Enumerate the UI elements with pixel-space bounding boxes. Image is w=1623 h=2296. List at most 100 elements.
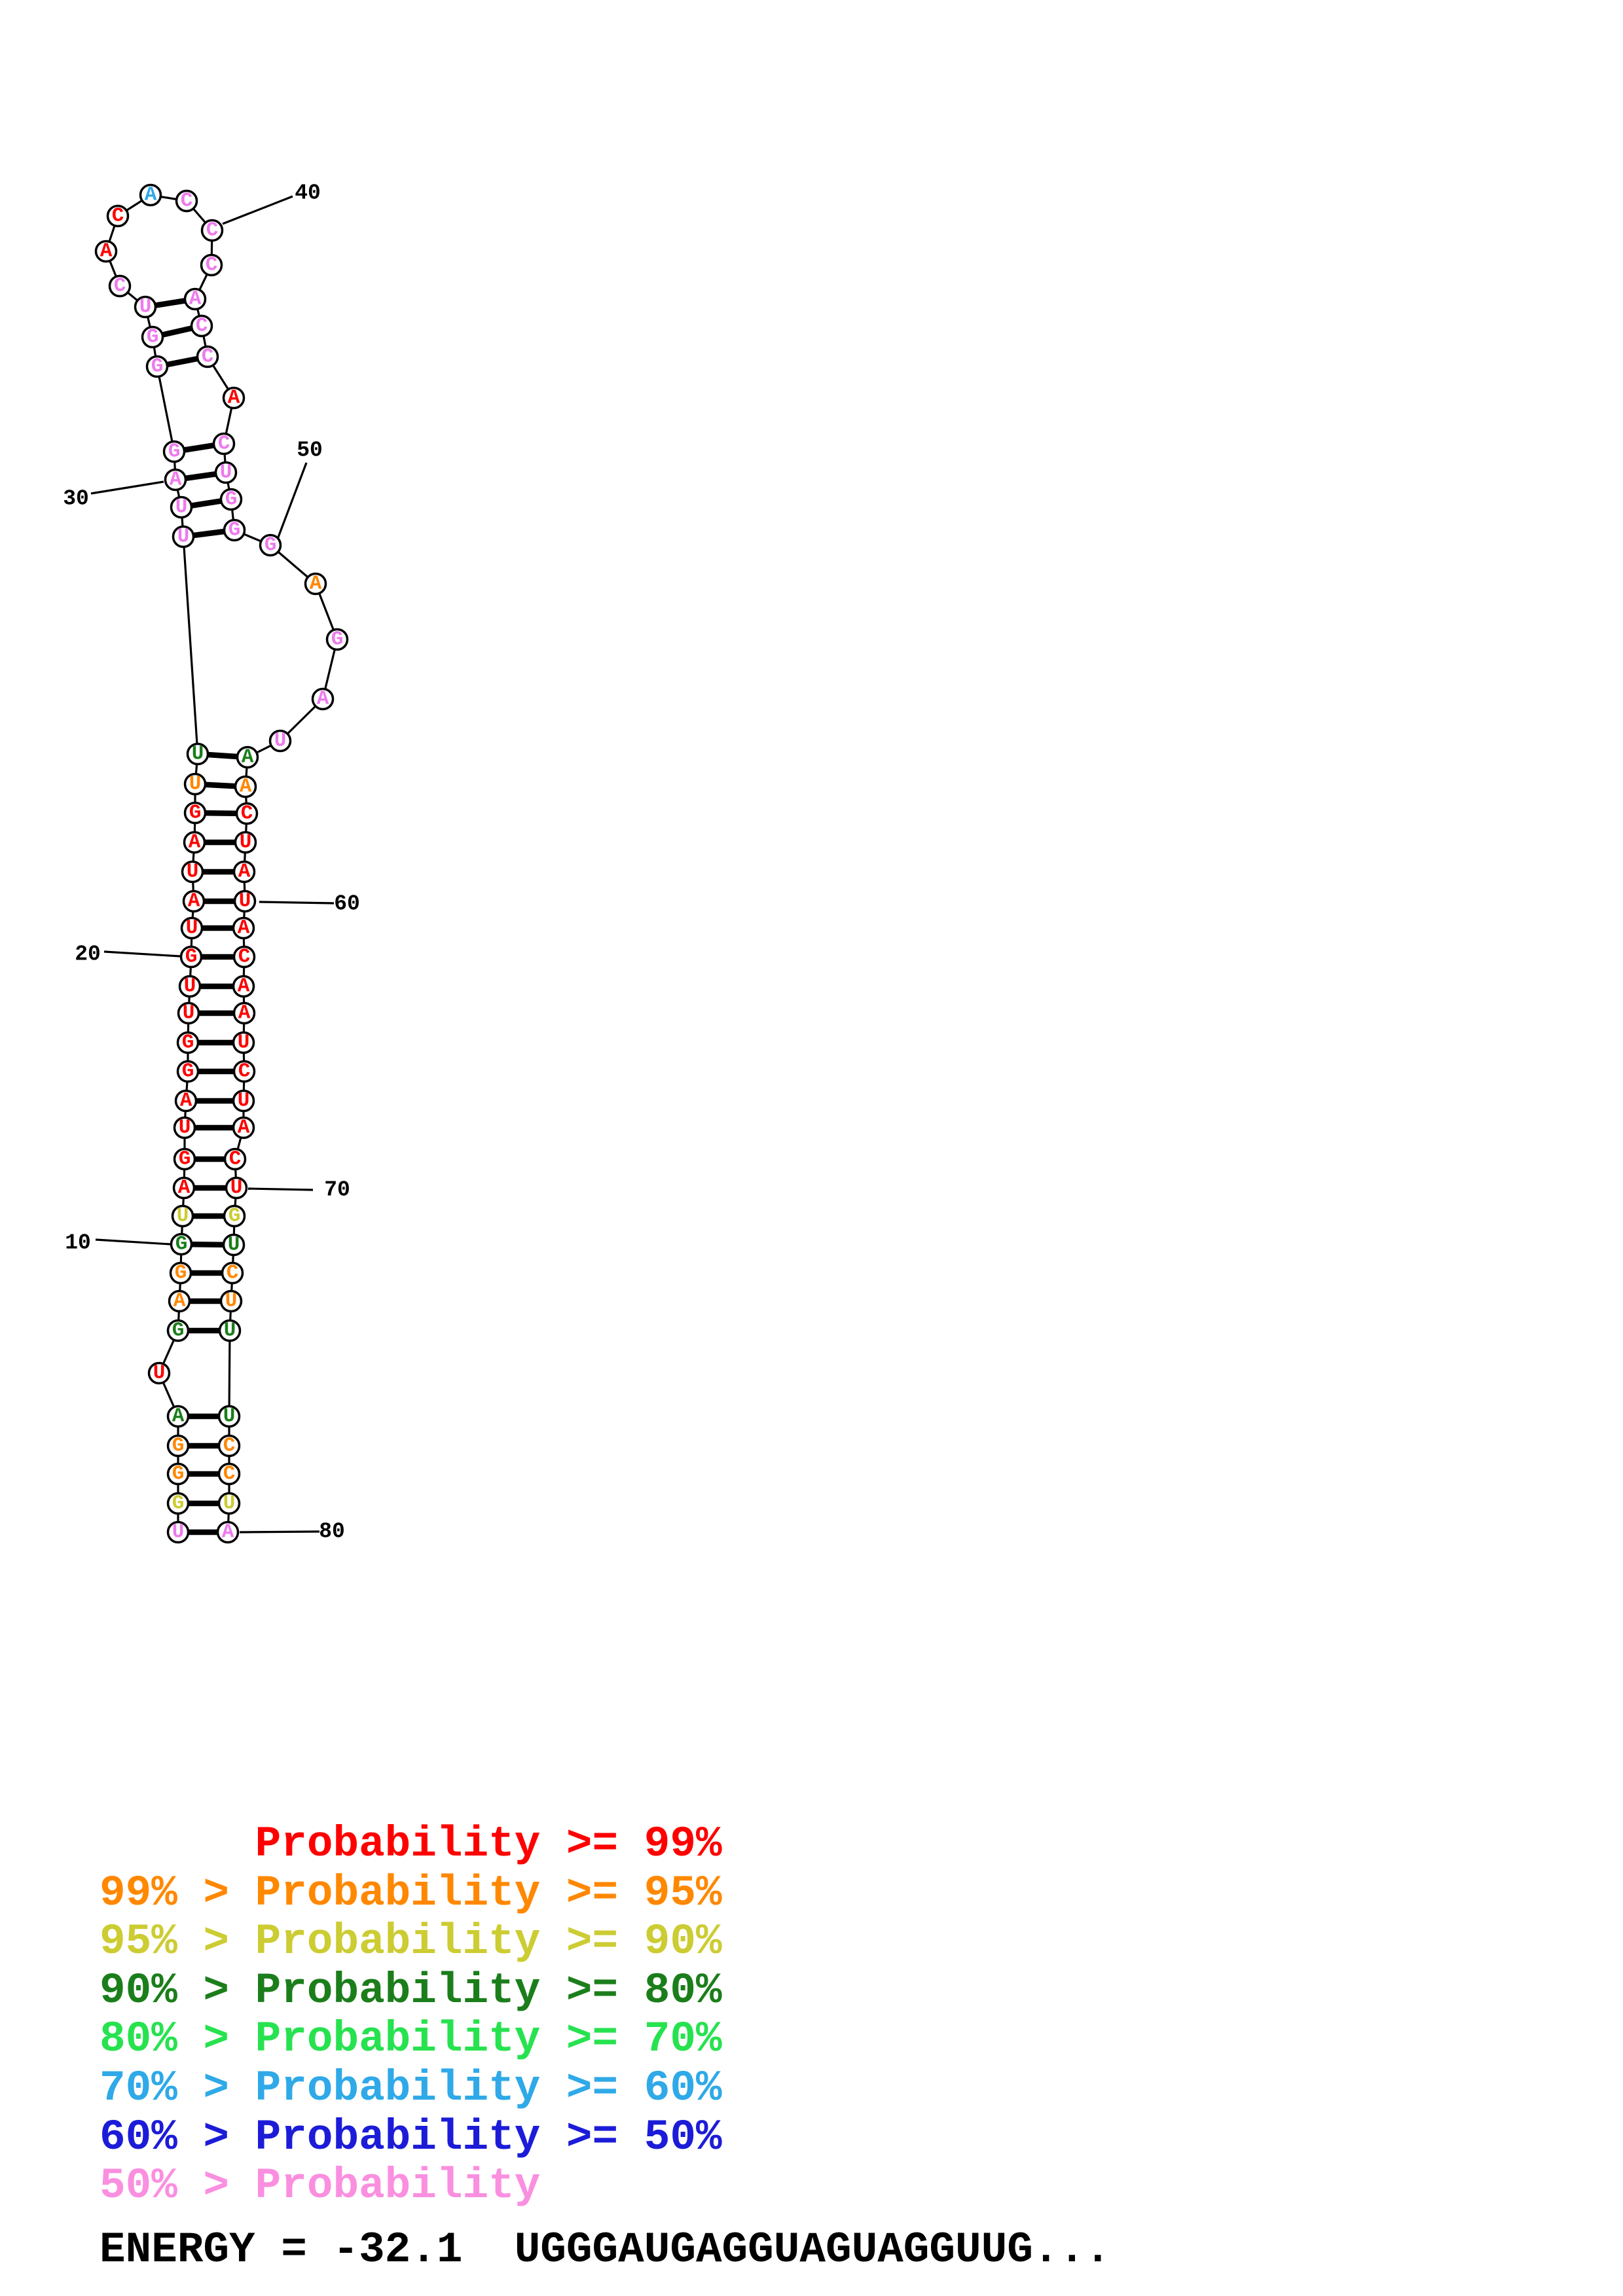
nucleotide-base: A bbox=[242, 746, 254, 769]
nucleotide-circle bbox=[179, 945, 203, 969]
nucleotide-circle bbox=[218, 1319, 242, 1342]
nucleotide-circle bbox=[196, 345, 219, 368]
nucleotide-base: G bbox=[179, 1148, 191, 1171]
nucleotide-circle bbox=[232, 860, 256, 884]
nucleotide-circle bbox=[147, 1361, 171, 1385]
nucleotide-circle bbox=[222, 386, 246, 410]
nucleotide-base: G bbox=[189, 802, 202, 825]
nucleotide-circle bbox=[259, 533, 282, 557]
nucleotide-base: U bbox=[223, 1492, 236, 1515]
nucleotide-base: C bbox=[218, 433, 230, 456]
nucleotide-base: U bbox=[239, 890, 251, 913]
nucleotide-base: U bbox=[175, 496, 188, 519]
nucleotide-base: A bbox=[189, 288, 202, 311]
nucleotide-circle bbox=[236, 745, 259, 769]
nucleotide-circle bbox=[186, 742, 210, 766]
nucleotide-circle bbox=[219, 488, 243, 511]
nucleotide-base: A bbox=[238, 917, 250, 940]
nucleotide-circle bbox=[183, 831, 206, 854]
nucleotide-circle bbox=[108, 274, 132, 298]
nucleotide-circle bbox=[171, 1204, 194, 1228]
nucleotide-circle bbox=[183, 287, 207, 311]
nucleotide-base: G bbox=[228, 1205, 241, 1228]
nucleotide-base: G bbox=[172, 1492, 185, 1515]
nucleotide-base: G bbox=[182, 1060, 194, 1083]
nucleotide-base: A bbox=[173, 1290, 186, 1313]
legend-line-p90: 95% > Probability >= 90% bbox=[100, 1917, 722, 1967]
nucleotide-base: G bbox=[175, 1262, 187, 1285]
backbone-segment bbox=[182, 536, 199, 755]
nucleotide-base: G bbox=[168, 440, 181, 463]
nucleotide-circle bbox=[169, 1261, 192, 1285]
nucleotide-circle bbox=[219, 1289, 243, 1313]
nucleotide-base: A bbox=[310, 573, 322, 596]
nucleotide-base: C bbox=[112, 205, 124, 228]
nucleotide-base: U bbox=[228, 1234, 240, 1257]
label-leader-line bbox=[247, 1187, 314, 1191]
legend-line-plt50: 50% > Probability bbox=[100, 2161, 541, 2211]
nucleotide-circle bbox=[178, 975, 202, 998]
nucleotide-circle bbox=[200, 253, 223, 277]
backbone-segment bbox=[156, 366, 175, 452]
nucleotide-base: G bbox=[172, 1463, 185, 1486]
nucleotide-circle bbox=[145, 355, 169, 378]
nucleotide-base: C bbox=[223, 1435, 236, 1458]
nucleotide-circle bbox=[172, 1176, 196, 1200]
position-label: 40 bbox=[295, 181, 321, 206]
nucleotide-base: U bbox=[187, 861, 199, 884]
nucleotide-circle bbox=[173, 1116, 196, 1139]
nucleotide-base: G bbox=[172, 1319, 185, 1342]
nucleotide-circle bbox=[200, 219, 224, 242]
nucleotide-circle bbox=[232, 1001, 256, 1025]
nucleotide-circle bbox=[168, 1289, 191, 1313]
nucleotide-base: C bbox=[181, 190, 193, 213]
nucleotide-circle bbox=[232, 1031, 255, 1054]
nucleotide-circle bbox=[225, 1176, 248, 1200]
nucleotide-base: U bbox=[224, 1319, 236, 1342]
nucleotide-circle bbox=[183, 801, 207, 825]
nucleotide-base: A bbox=[238, 861, 251, 884]
legend-line-p99: Probability >= 99% bbox=[100, 1820, 722, 1869]
label-leader-line bbox=[103, 950, 181, 958]
label-leader-line bbox=[222, 195, 293, 225]
nucleotide-base: G bbox=[264, 534, 277, 557]
nucleotide-base: U bbox=[184, 975, 196, 998]
nucleotide-base: C bbox=[238, 946, 251, 969]
nucleotide-base: U bbox=[220, 461, 232, 484]
nucleotide-circle bbox=[190, 314, 213, 338]
nucleotide-circle bbox=[166, 1405, 190, 1428]
nucleotide-base: C bbox=[223, 1463, 236, 1486]
nucleotide-base: A bbox=[178, 1177, 191, 1200]
nucleotide-circle bbox=[166, 1434, 190, 1458]
nucleotide-base: U bbox=[177, 526, 190, 548]
nucleotide-circle bbox=[232, 916, 255, 940]
position-label: 10 bbox=[65, 1231, 91, 1255]
nucleotide-base: A bbox=[238, 975, 250, 998]
nucleotide-circle bbox=[234, 775, 257, 798]
nucleotide-circle bbox=[214, 461, 238, 484]
energy-sequence-line: ENERGY = -32.1 UGGGAUGAGGUAGUAGGUUG... bbox=[100, 2225, 1111, 2274]
nucleotide-base: A bbox=[100, 240, 113, 263]
nucleotide-base: A bbox=[317, 688, 329, 711]
nucleotide-circle bbox=[170, 1232, 193, 1256]
label-leader-line bbox=[90, 480, 164, 495]
nucleotide-circle bbox=[141, 325, 164, 349]
nucleotide-circle bbox=[139, 183, 162, 207]
nucleotide-circle bbox=[173, 1147, 196, 1171]
nucleotide-circle bbox=[166, 1462, 190, 1486]
nucleotide-circle bbox=[176, 1060, 200, 1083]
nucleotide-base: A bbox=[172, 1405, 185, 1428]
nucleotide-circle bbox=[182, 889, 206, 913]
legend-line-p70: 80% > Probability >= 70% bbox=[100, 2015, 722, 2064]
nucleotide-circle bbox=[176, 1031, 200, 1054]
nucleotide-base: G bbox=[225, 488, 238, 511]
position-label: 20 bbox=[75, 942, 101, 967]
position-label: 70 bbox=[324, 1178, 350, 1202]
nucleotide-base: U bbox=[238, 1031, 250, 1054]
nucleotide-base: G bbox=[172, 1435, 185, 1458]
nucleotide-base: C bbox=[196, 315, 208, 338]
legend-line-p50: 60% > Probability >= 50% bbox=[100, 2112, 722, 2162]
nucleotide-base: A bbox=[180, 1090, 192, 1113]
nucleotide-base: A bbox=[228, 387, 240, 410]
